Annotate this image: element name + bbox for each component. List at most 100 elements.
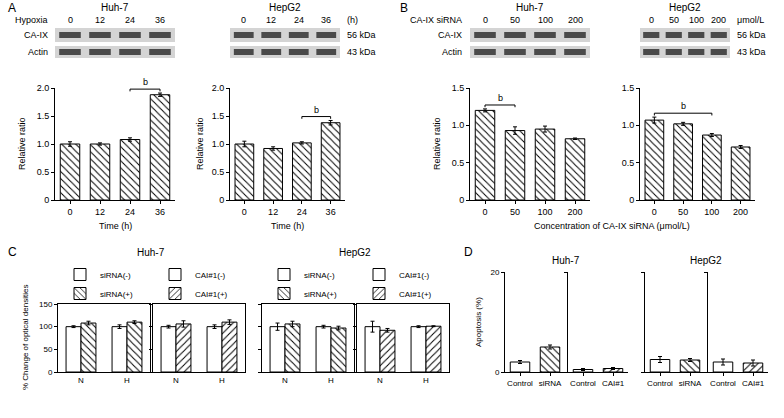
svg-text:0.5: 0.5 xyxy=(622,158,635,168)
svg-text:N: N xyxy=(282,376,288,385)
svg-text:b: b xyxy=(681,101,686,111)
svg-text:Apoptosis (%): Apoptosis (%) xyxy=(474,297,483,347)
svg-text:1.0: 1.0 xyxy=(452,120,465,130)
svg-text:12: 12 xyxy=(95,15,105,25)
svg-text:Hypoxia: Hypoxia xyxy=(15,15,48,25)
svg-text:C: C xyxy=(8,245,17,259)
svg-text:0: 0 xyxy=(629,195,634,205)
svg-text:A: A xyxy=(8,1,16,15)
svg-text:36: 36 xyxy=(155,207,165,217)
svg-text:HepG2: HepG2 xyxy=(269,2,301,13)
svg-text:0: 0 xyxy=(68,15,73,25)
svg-text:0: 0 xyxy=(652,207,657,217)
svg-text:siRNA: siRNA xyxy=(539,379,562,388)
svg-text:H: H xyxy=(219,376,225,385)
svg-text:0.5: 0.5 xyxy=(212,167,225,177)
svg-text:100: 100 xyxy=(704,207,719,217)
svg-text:(h): (h) xyxy=(347,15,358,25)
svg-text:0: 0 xyxy=(48,368,53,377)
svg-text:CAI#1: CAI#1 xyxy=(742,379,765,388)
svg-text:43 kDa: 43 kDa xyxy=(737,47,766,57)
svg-text:Huh-7: Huh-7 xyxy=(137,247,165,258)
svg-text:b: b xyxy=(498,93,503,103)
svg-text:b: b xyxy=(314,105,319,115)
svg-text:CAI#1(-): CAI#1(-) xyxy=(399,271,430,280)
svg-text:1.5: 1.5 xyxy=(37,111,50,121)
svg-text:0: 0 xyxy=(482,207,487,217)
svg-text:CAI#1(+): CAI#1(+) xyxy=(195,290,228,299)
svg-text:B: B xyxy=(400,1,408,15)
svg-text:0.5: 0.5 xyxy=(37,167,50,177)
svg-text:0: 0 xyxy=(241,15,246,25)
svg-text:0: 0 xyxy=(219,195,224,205)
svg-text:siRNA(+): siRNA(+) xyxy=(304,290,337,299)
svg-text:100: 100 xyxy=(537,207,552,217)
svg-text:1.5: 1.5 xyxy=(622,83,635,93)
svg-text:200: 200 xyxy=(568,15,583,25)
svg-text:CA-IX: CA-IX xyxy=(438,30,462,40)
svg-text:Concentration of CA-IX siRNA (: Concentration of CA-IX siRNA (μmol/L) xyxy=(534,221,690,231)
svg-text:50: 50 xyxy=(669,15,679,25)
svg-text:24: 24 xyxy=(294,15,304,25)
svg-text:Control: Control xyxy=(647,379,673,388)
svg-text:HepG2: HepG2 xyxy=(669,2,701,13)
svg-text:Relative ratio: Relative ratio xyxy=(195,117,205,170)
svg-text:CA-IX siRNA: CA-IX siRNA xyxy=(410,15,462,25)
svg-text:N: N xyxy=(78,376,84,385)
svg-text:H: H xyxy=(423,376,429,385)
svg-text:Time (h): Time (h) xyxy=(271,221,304,231)
svg-text:CAI#1: CAI#1 xyxy=(602,379,625,388)
svg-text:24: 24 xyxy=(125,207,135,217)
svg-text:0: 0 xyxy=(459,195,464,205)
svg-text:24: 24 xyxy=(125,15,135,25)
svg-text:200: 200 xyxy=(711,15,726,25)
svg-text:0: 0 xyxy=(483,15,488,25)
svg-text:36: 36 xyxy=(326,207,336,217)
svg-text:Huh-7: Huh-7 xyxy=(516,2,544,13)
svg-text:CAI#1(+): CAI#1(+) xyxy=(399,290,432,299)
svg-text:0.5: 0.5 xyxy=(452,158,465,168)
svg-text:0: 0 xyxy=(242,207,247,217)
svg-text:N: N xyxy=(173,376,179,385)
svg-text:siRNA: siRNA xyxy=(679,379,702,388)
svg-text:24: 24 xyxy=(297,207,307,217)
svg-text:Huh-7: Huh-7 xyxy=(552,255,580,266)
svg-text:12: 12 xyxy=(95,207,105,217)
svg-text:50: 50 xyxy=(43,345,52,354)
svg-text:100: 100 xyxy=(689,15,704,25)
svg-text:Relative ratio: Relative ratio xyxy=(17,117,27,170)
svg-text:CAI#1(-): CAI#1(-) xyxy=(195,271,226,280)
svg-text:siRNA(-): siRNA(-) xyxy=(304,271,335,280)
svg-text:43 kDa: 43 kDa xyxy=(347,47,376,57)
svg-text:12: 12 xyxy=(266,15,276,25)
svg-text:H: H xyxy=(328,376,334,385)
svg-text:56 kDa: 56 kDa xyxy=(737,30,766,40)
svg-text:siRNA(+): siRNA(+) xyxy=(100,290,133,299)
svg-text:Control: Control xyxy=(570,379,596,388)
svg-text:b: b xyxy=(143,77,148,87)
svg-text:0: 0 xyxy=(67,207,72,217)
svg-text:Actin: Actin xyxy=(442,47,462,57)
svg-text:% Change of optical densities: % Change of optical densities xyxy=(21,285,30,390)
svg-text:1.5: 1.5 xyxy=(452,83,465,93)
svg-text:2.0: 2.0 xyxy=(37,83,50,93)
svg-text:36: 36 xyxy=(155,15,165,25)
svg-text:Huh-7: Huh-7 xyxy=(101,2,129,13)
svg-text:56 kDa: 56 kDa xyxy=(347,30,376,40)
svg-text:1.0: 1.0 xyxy=(212,139,225,149)
svg-text:2.0: 2.0 xyxy=(212,83,225,93)
svg-text:siRNA(-): siRNA(-) xyxy=(100,271,131,280)
svg-text:μmol/L: μmol/L xyxy=(737,15,764,25)
svg-text:200: 200 xyxy=(567,207,582,217)
svg-text:50: 50 xyxy=(510,15,520,25)
svg-text:50: 50 xyxy=(678,207,688,217)
svg-text:Time (h): Time (h) xyxy=(99,221,132,231)
svg-text:Control: Control xyxy=(507,379,533,388)
svg-text:H: H xyxy=(124,376,130,385)
svg-text:100: 100 xyxy=(39,322,53,331)
svg-text:D: D xyxy=(464,245,473,259)
svg-text:12: 12 xyxy=(268,207,278,217)
svg-text:50: 50 xyxy=(510,207,520,217)
svg-text:N: N xyxy=(377,376,383,385)
svg-text:36: 36 xyxy=(321,15,331,25)
